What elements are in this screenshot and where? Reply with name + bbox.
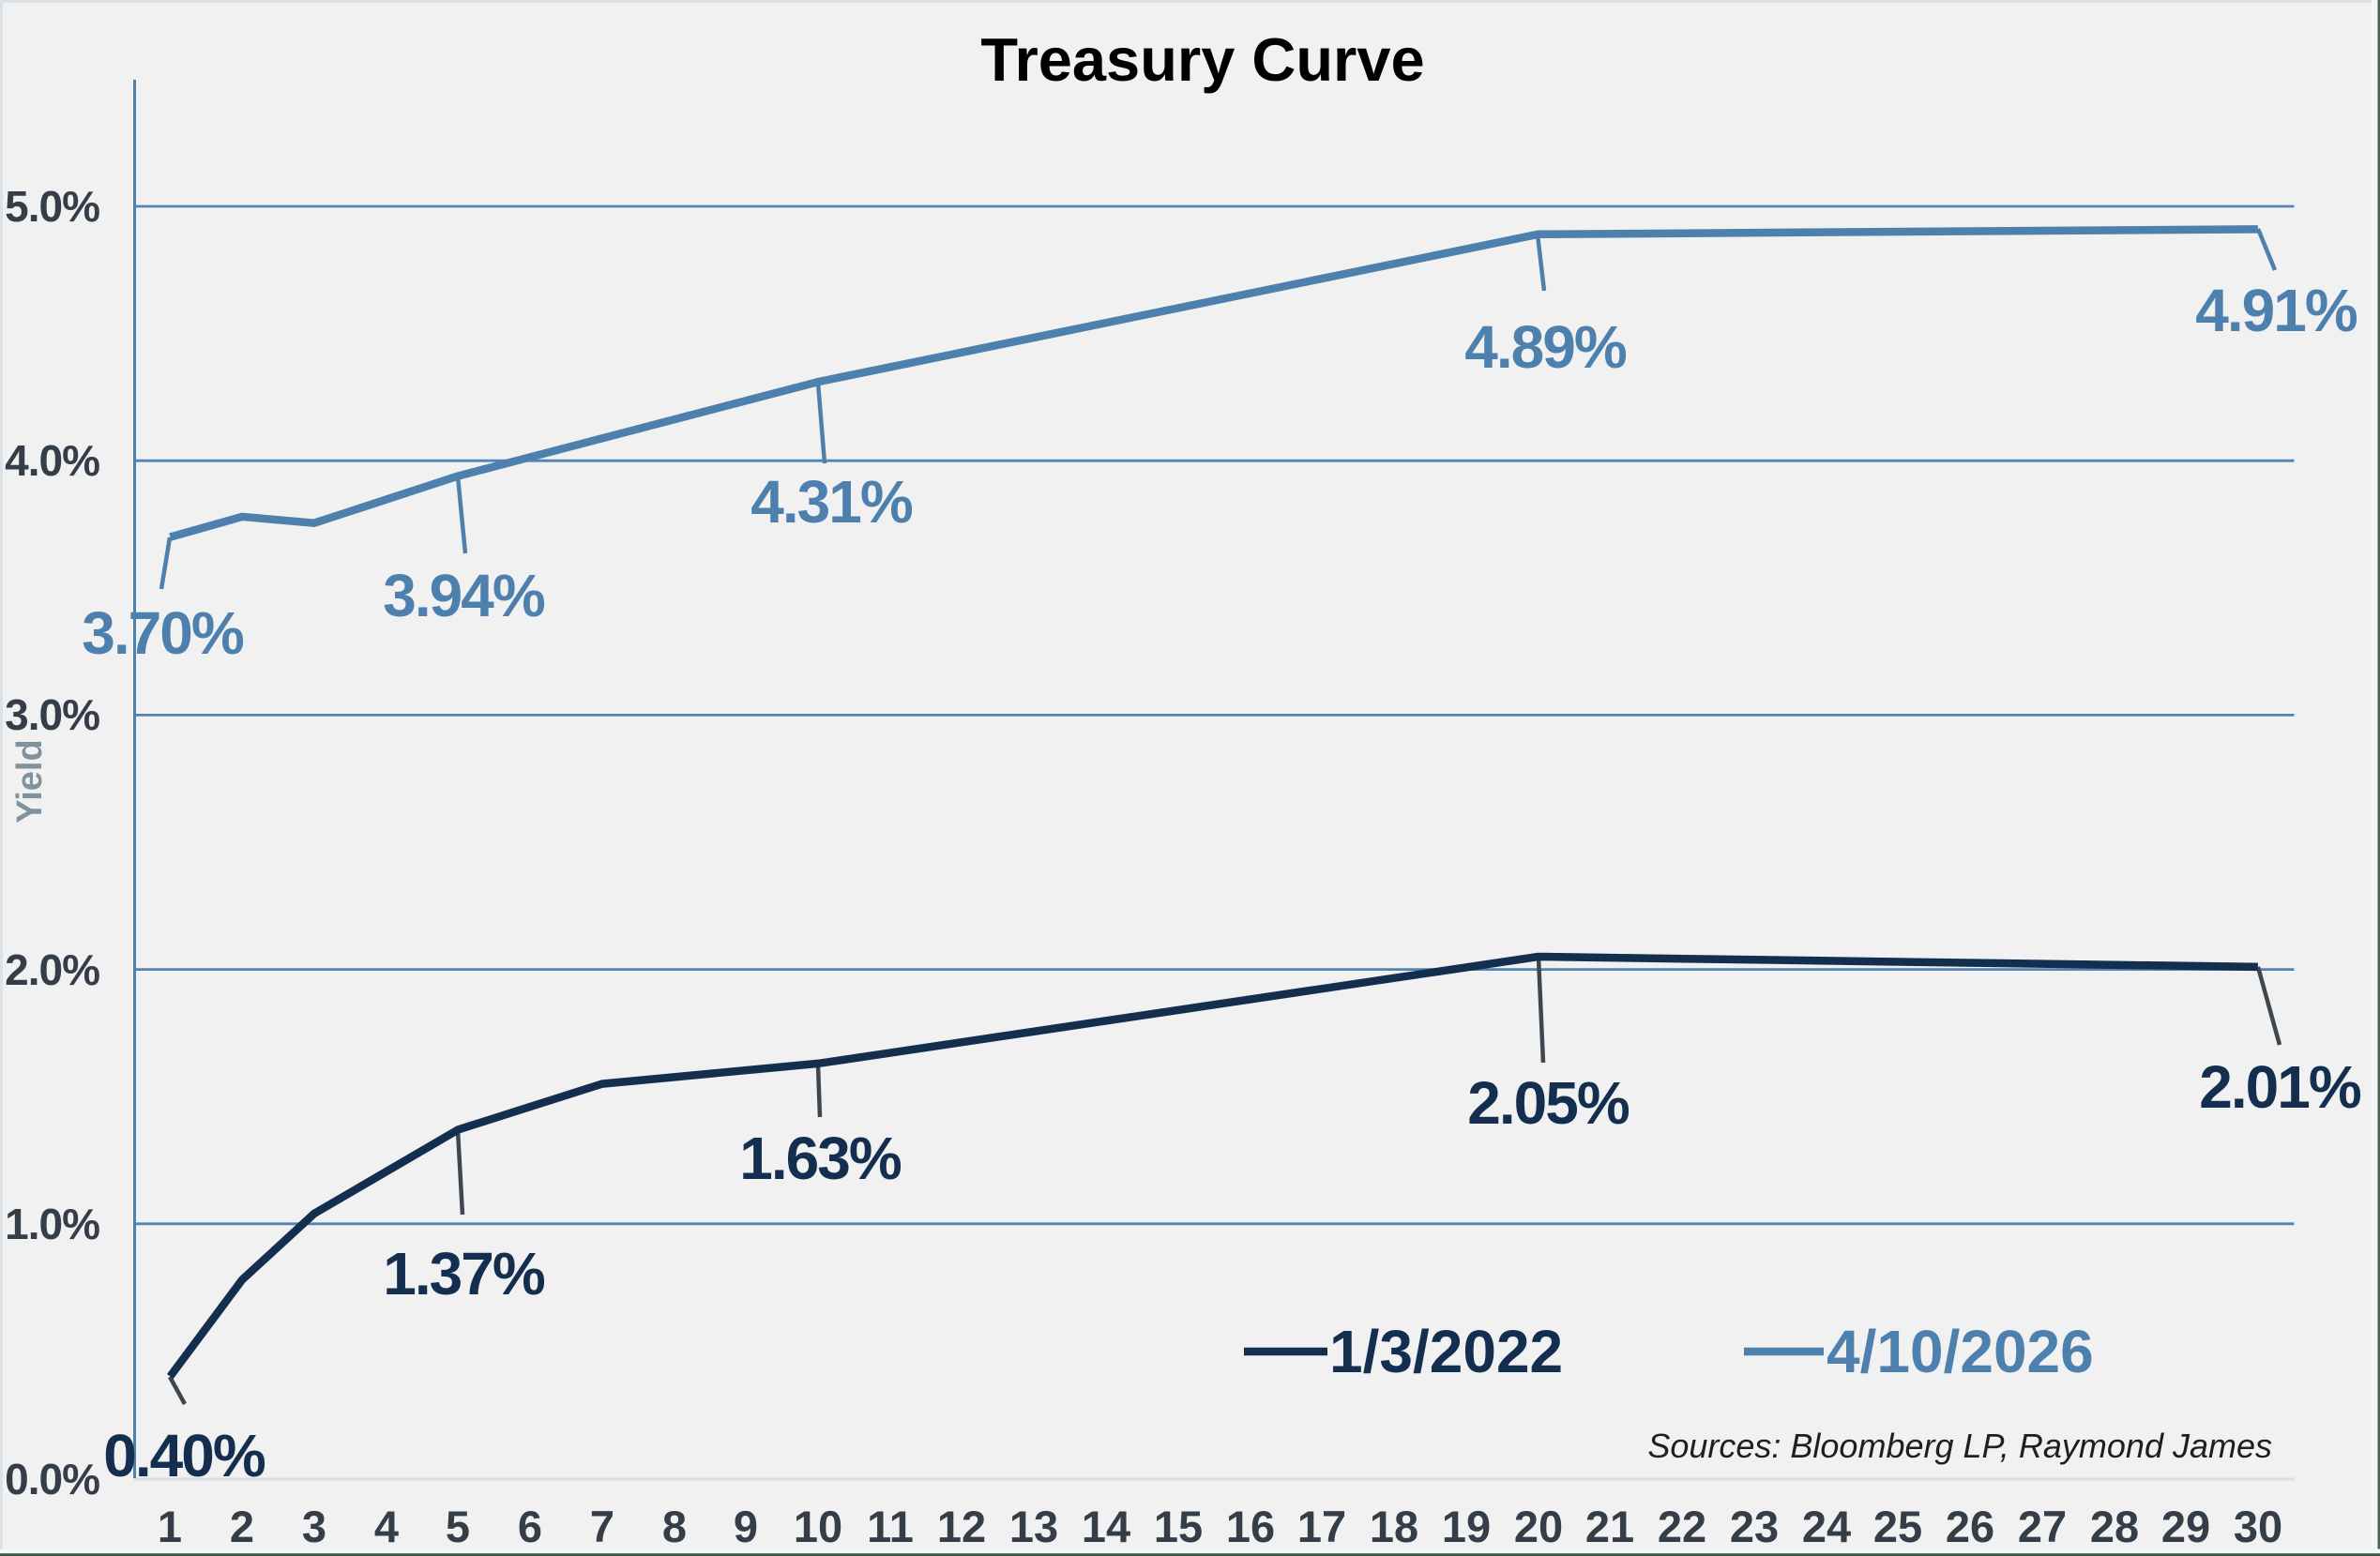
svg-text:22: 22 — [1658, 1502, 1706, 1551]
svg-text:23: 23 — [1730, 1502, 1779, 1551]
svg-text:11: 11 — [867, 1502, 914, 1551]
svg-text:2.01%: 2.01% — [2199, 1053, 2361, 1121]
svg-text:3.94%: 3.94% — [383, 562, 545, 629]
svg-text:Yield: Yield — [10, 739, 50, 823]
svg-text:6: 6 — [518, 1502, 542, 1551]
svg-text:25: 25 — [1873, 1502, 1922, 1551]
svg-text:4.0%: 4.0% — [5, 436, 99, 485]
svg-text:28: 28 — [2090, 1502, 2139, 1551]
svg-text:7: 7 — [590, 1502, 614, 1551]
svg-text:16: 16 — [1226, 1502, 1275, 1551]
svg-text:1.0%: 1.0% — [5, 1200, 99, 1248]
svg-text:Treasury Curve: Treasury Curve — [980, 25, 1424, 94]
svg-text:17: 17 — [1297, 1502, 1346, 1551]
svg-text:24: 24 — [1802, 1502, 1851, 1551]
svg-text:2: 2 — [230, 1502, 254, 1551]
svg-text:4.91%: 4.91% — [2195, 277, 2357, 344]
svg-text:5.0%: 5.0% — [5, 182, 99, 231]
svg-text:4.89%: 4.89% — [1464, 313, 1627, 381]
svg-text:21: 21 — [1585, 1502, 1634, 1551]
svg-text:8: 8 — [662, 1502, 687, 1551]
svg-text:2.05%: 2.05% — [1467, 1069, 1630, 1137]
svg-text:5: 5 — [446, 1502, 470, 1551]
svg-text:2.0%: 2.0% — [5, 945, 99, 994]
svg-text:4/10/2026: 4/10/2026 — [1827, 1318, 2094, 1385]
svg-text:26: 26 — [1946, 1502, 1994, 1551]
svg-text:1: 1 — [158, 1502, 182, 1551]
svg-text:13: 13 — [1009, 1502, 1058, 1551]
svg-text:12: 12 — [937, 1502, 986, 1551]
svg-text:3: 3 — [302, 1502, 326, 1551]
svg-text:3.0%: 3.0% — [5, 690, 99, 739]
svg-text:1.63%: 1.63% — [739, 1125, 902, 1192]
svg-text:29: 29 — [2161, 1502, 2210, 1551]
svg-text:0.40%: 0.40% — [103, 1422, 265, 1489]
svg-text:1.37%: 1.37% — [383, 1240, 545, 1307]
svg-text:3.70%: 3.70% — [82, 599, 244, 667]
svg-text:14: 14 — [1082, 1502, 1130, 1551]
svg-text:4: 4 — [374, 1502, 399, 1551]
svg-text:0.0%: 0.0% — [5, 1455, 99, 1503]
svg-text:20: 20 — [1514, 1502, 1563, 1551]
svg-text:10: 10 — [794, 1502, 842, 1551]
svg-text:9: 9 — [734, 1502, 758, 1551]
svg-text:18: 18 — [1370, 1502, 1418, 1551]
svg-text:30: 30 — [2234, 1502, 2282, 1551]
svg-text:1/3/2022: 1/3/2022 — [1329, 1318, 1563, 1385]
svg-text:Sources: Bloomberg LP, Raymond: Sources: Bloomberg LP, Raymond James — [1647, 1427, 2272, 1465]
svg-text:4.31%: 4.31% — [750, 468, 913, 536]
svg-text:27: 27 — [2018, 1502, 2067, 1551]
svg-text:19: 19 — [1442, 1502, 1491, 1551]
svg-text:15: 15 — [1154, 1502, 1203, 1551]
